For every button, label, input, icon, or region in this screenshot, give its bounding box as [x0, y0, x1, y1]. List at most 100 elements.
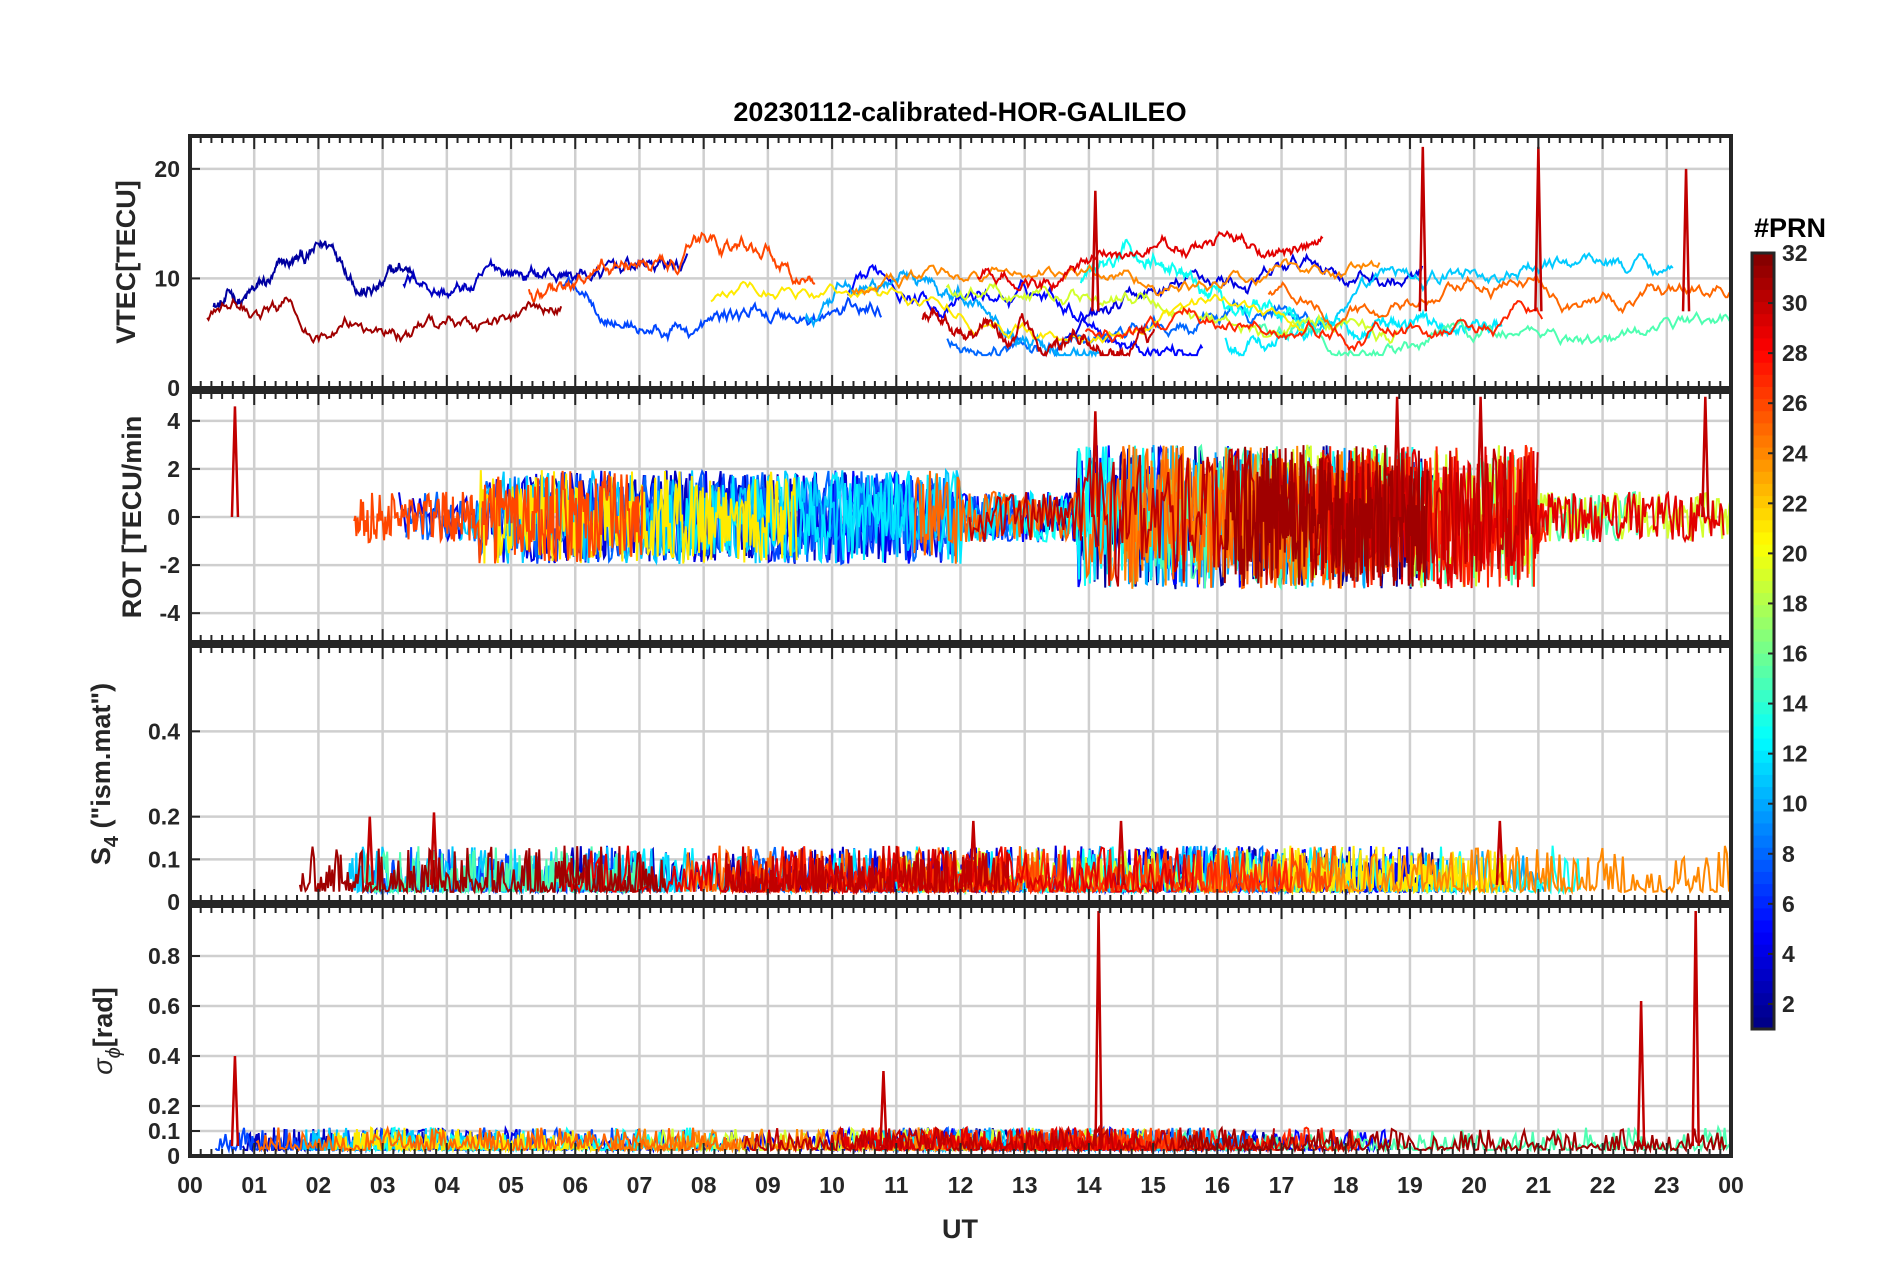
colorbar-segment	[1752, 531, 1774, 545]
xtick-label: 11	[884, 1172, 909, 1198]
series-line-prn-26	[527, 231, 816, 303]
series-spike	[1091, 411, 1100, 518]
colorbar-tick-label: 18	[1782, 590, 1808, 616]
colorbar-segment	[1752, 762, 1774, 775]
series-spike	[365, 816, 375, 885]
colorbar-tick-label: 26	[1782, 390, 1808, 416]
colorbar-segment	[1752, 701, 1774, 715]
colorbar-tick-label: 20	[1782, 540, 1808, 566]
ylabel-sigma-sub: ϕ	[103, 1047, 125, 1058]
ytick-label: 0	[167, 889, 180, 915]
xtick-label: 19	[1397, 1172, 1423, 1198]
colorbar-frame	[1750, 251, 1776, 1031]
ytick-label: 0.8	[148, 943, 180, 969]
colorbar-segment	[1752, 507, 1774, 521]
series-rot	[230, 396, 1731, 591]
panel-rot: -4 -2 0 2 4 ROT [TECU/min	[117, 390, 1733, 644]
colorbar-segment	[1752, 677, 1774, 691]
panel-sigma: 00.10.2 0.4 0.6 0.8 σϕ[rad]	[88, 904, 1733, 1169]
ytick-label: 0.2	[148, 804, 180, 830]
series-spike	[1636, 1000, 1646, 1147]
series-spike	[969, 820, 978, 885]
xtick-label: 00	[177, 1172, 203, 1198]
colorbar-tick-label: 6	[1782, 891, 1795, 917]
ylabel-sigma-rest: [rad]	[88, 987, 118, 1047]
colorbar-segment	[1752, 519, 1774, 533]
ylabel-sigma-main: σ	[88, 1057, 118, 1075]
colorbar-tick-label: 2	[1782, 991, 1795, 1017]
series-line-prn-12	[1224, 308, 1503, 357]
colorbar-segment	[1752, 822, 1774, 836]
panel-vtec: 0 10 20 VTEC[TECU]	[111, 134, 1733, 401]
series-spike	[1392, 396, 1402, 518]
ytick-label: 10	[154, 265, 180, 291]
colorbar-segment	[1752, 895, 1774, 909]
colorbar-segment	[1752, 847, 1774, 860]
xtick-label: 22	[1590, 1172, 1616, 1198]
ytick-label: 0	[167, 504, 180, 530]
colorbar-segment	[1752, 422, 1774, 436]
xtick-label: 21	[1526, 1172, 1552, 1198]
colorbar-segment	[1752, 1016, 1774, 1030]
colorbar-segment	[1752, 798, 1774, 812]
colorbar-segment	[1752, 956, 1774, 969]
series-vtec	[206, 146, 1731, 359]
xlabel: UT	[942, 1214, 978, 1244]
grid-sigma	[190, 906, 1731, 1156]
colorbar-segment	[1752, 665, 1774, 678]
series-spike	[1681, 168, 1691, 312]
xtick-label: 20	[1461, 1172, 1487, 1198]
colorbar-segment	[1752, 495, 1774, 509]
series-spike	[1418, 146, 1428, 312]
xtick-label: 06	[562, 1172, 588, 1198]
colorbar-segment	[1752, 774, 1774, 788]
colorbar-title: #PRN	[1754, 213, 1826, 243]
series-line-prn-30	[743, 1124, 1275, 1154]
colorbar-segment	[1752, 289, 1774, 303]
ticks-rot: -4 -2 0 2 4	[160, 392, 1732, 642]
xtick-label: 13	[1012, 1172, 1038, 1198]
xtick-label: 14	[1076, 1172, 1102, 1198]
panel-s4: 0 0.1 0.2 0.4 S4 ("ism.mat")	[86, 644, 1733, 915]
ytick-label: 0.4	[148, 1043, 180, 1069]
colorbar-segment	[1752, 907, 1774, 921]
colorbar-segment	[1752, 689, 1774, 703]
series-line-prn-11	[1276, 251, 1674, 334]
colorbar-tick-label: 4	[1782, 941, 1795, 967]
colorbar-segment	[1752, 750, 1774, 763]
series-spike	[429, 812, 439, 885]
series-line-prn-12	[663, 446, 1113, 587]
xtick-label: 00	[1718, 1172, 1744, 1198]
series-spike	[230, 406, 240, 518]
colorbar-segment	[1752, 544, 1774, 557]
colorbar-segment	[1752, 810, 1774, 824]
series-spike	[230, 1055, 240, 1147]
series-line-prn-25	[913, 446, 1364, 590]
colorbar-tick-label: 10	[1782, 791, 1808, 817]
series-line-prn-27	[1084, 300, 1544, 353]
xtick-label: 05	[498, 1172, 524, 1198]
series-spike	[1476, 396, 1485, 518]
colorbar-segment	[1752, 1004, 1774, 1018]
colorbar-tick-label: 28	[1782, 340, 1808, 366]
colorbar-tick-label: 24	[1782, 440, 1808, 466]
colorbar-tick-label: 22	[1782, 490, 1808, 516]
xtick-label: 17	[1269, 1172, 1295, 1198]
series-line-prn-15	[1258, 310, 1731, 357]
colorbar-segment	[1752, 568, 1774, 581]
series-line-prn-30	[722, 845, 1011, 896]
ylabel-rot: ROT [TECU/min	[117, 416, 147, 619]
colorbar-segment	[1752, 556, 1774, 569]
colorbar-segment	[1752, 871, 1774, 885]
colorbar-segment	[1752, 265, 1774, 278]
ytick-label: 20	[154, 156, 180, 182]
colorbar-segment	[1752, 653, 1774, 666]
grid-s4	[190, 646, 1731, 902]
ytick-label: 0.6	[148, 993, 180, 1019]
colorbar-segment	[1752, 992, 1774, 1006]
colorbar-segment	[1752, 410, 1774, 424]
series-line-prn-31	[1223, 445, 1429, 587]
colorbar-segment	[1752, 604, 1774, 618]
